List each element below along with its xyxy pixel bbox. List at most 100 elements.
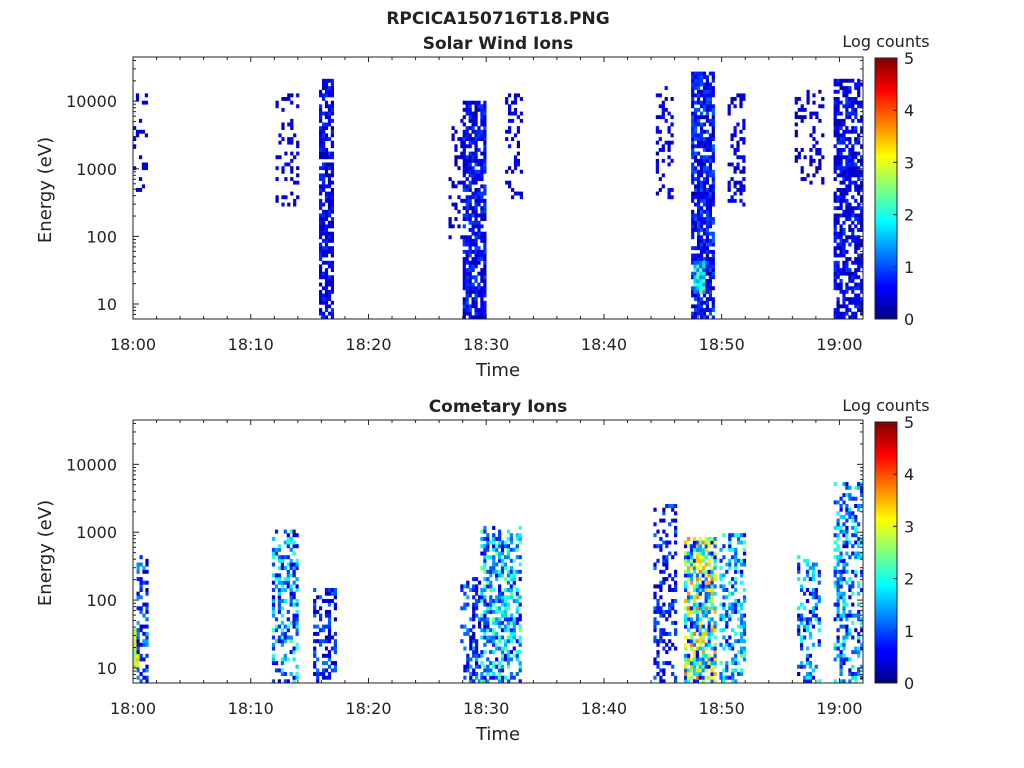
- heatmap-cell: [854, 166, 858, 171]
- heatmap-cell: [839, 573, 843, 578]
- heatmap-cell: [704, 599, 708, 603]
- heatmap-cell: [845, 188, 849, 192]
- heatmap-cell: [462, 140, 466, 145]
- heatmap-cell: [486, 624, 490, 629]
- heatmap-cell: [327, 246, 332, 251]
- heatmap-cell: [518, 577, 522, 582]
- heatmap-cell: [833, 249, 837, 254]
- heatmap-cell: [691, 220, 695, 225]
- heatmap-cell: [133, 635, 137, 640]
- heatmap-cell: [697, 202, 701, 207]
- heatmap-cell: [289, 635, 293, 640]
- heatmap-cell: [845, 635, 849, 640]
- heatmap-cell: [477, 293, 481, 298]
- heatmap-cell: [803, 635, 807, 640]
- heatmap-cell: [708, 224, 712, 229]
- heatmap-cell: [699, 71, 704, 76]
- heatmap-cell: [697, 162, 701, 167]
- heatmap-cell: [684, 668, 688, 673]
- x-tick-label: 18:40: [581, 335, 627, 354]
- heatmap-cell: [144, 133, 148, 138]
- heatmap-cell: [471, 151, 475, 156]
- heatmap-cell: [286, 657, 290, 662]
- heatmap-cell: [710, 555, 714, 560]
- heatmap-cell: [691, 86, 695, 90]
- heatmap-cell: [842, 613, 846, 618]
- heatmap-cell: [839, 661, 843, 666]
- heatmap-cell: [468, 158, 472, 163]
- heatmap-cell: [327, 275, 332, 280]
- heatmap-cell: [689, 562, 694, 567]
- heatmap-cell: [803, 591, 807, 596]
- heatmap-cell: [144, 93, 148, 98]
- heatmap-cell: [460, 639, 464, 644]
- heatmap-cell: [854, 569, 858, 574]
- heatmap-cell: [842, 148, 846, 152]
- heatmap-cell: [697, 257, 701, 261]
- heatmap-cell: [697, 115, 701, 120]
- heatmap-cell: [463, 664, 467, 669]
- heatmap-cell: [860, 198, 864, 203]
- heatmap-cell: [845, 78, 849, 83]
- heatmap-cell: [670, 158, 674, 163]
- heatmap-cell: [692, 657, 697, 662]
- heatmap-cell: [845, 238, 849, 243]
- heatmap-cell: [330, 231, 334, 236]
- heatmap-cell: [480, 253, 484, 258]
- heatmap-cell: [857, 228, 861, 232]
- heatmap-cell: [480, 271, 484, 276]
- heatmap-cell: [500, 569, 505, 574]
- heatmap-cell: [474, 140, 478, 145]
- heatmap-cell: [322, 249, 326, 254]
- heatmap-cell: [711, 158, 715, 163]
- heatmap-cell: [836, 82, 840, 87]
- heatmap-cell: [515, 606, 519, 611]
- heatmap-cell: [486, 580, 490, 585]
- heatmap-cell: [821, 104, 825, 109]
- heatmap-cell: [457, 166, 461, 171]
- heatmap-cell: [286, 635, 290, 640]
- heatmap-cell: [734, 661, 738, 666]
- heatmap-cell: [668, 588, 672, 592]
- heatmap-cell: [694, 100, 698, 105]
- heatmap-cell: [475, 591, 479, 596]
- heatmap-cell: [860, 213, 864, 218]
- heatmap-cell: [851, 551, 855, 556]
- heatmap-cell: [327, 609, 332, 614]
- heatmap-cell: [327, 122, 332, 127]
- heatmap-cell: [689, 566, 694, 571]
- heatmap-cell: [659, 584, 663, 589]
- heatmap-cell: [286, 628, 290, 633]
- heatmap-cell: [469, 675, 473, 680]
- heatmap-cell: [462, 122, 466, 127]
- heatmap-cell: [327, 180, 332, 185]
- heatmap-cell: [489, 606, 493, 611]
- heatmap-cell: [145, 642, 149, 647]
- heatmap-cell: [860, 260, 864, 265]
- heatmap-cell: [474, 246, 478, 251]
- heatmap-cell: [280, 606, 284, 611]
- heatmap-cell: [477, 169, 481, 174]
- heatmap-cell: [845, 304, 849, 309]
- heatmap-cell: [468, 188, 472, 192]
- heatmap-cell: [797, 577, 801, 582]
- heatmap-cell: [711, 115, 715, 120]
- heatmap-cell: [295, 664, 299, 669]
- heatmap-cell: [857, 260, 861, 265]
- heatmap-cell: [662, 602, 666, 607]
- heatmap-cell: [839, 191, 843, 196]
- heatmap-cell: [454, 155, 458, 160]
- heatmap-cell: [462, 107, 466, 112]
- heatmap-cell: [275, 166, 279, 171]
- colorbar-tick-label: 0: [904, 674, 914, 693]
- heatmap-cell: [653, 606, 657, 611]
- heatmap-cell: [701, 558, 705, 563]
- heatmap-cell: [836, 500, 840, 505]
- heatmap-cell: [480, 213, 484, 218]
- heatmap-cell: [697, 151, 701, 156]
- heatmap-cell: [839, 558, 843, 563]
- heatmap-cell: [803, 177, 807, 181]
- heatmap-cell: [713, 562, 717, 567]
- heatmap-cell: [483, 599, 487, 603]
- heatmap-cell: [857, 191, 861, 196]
